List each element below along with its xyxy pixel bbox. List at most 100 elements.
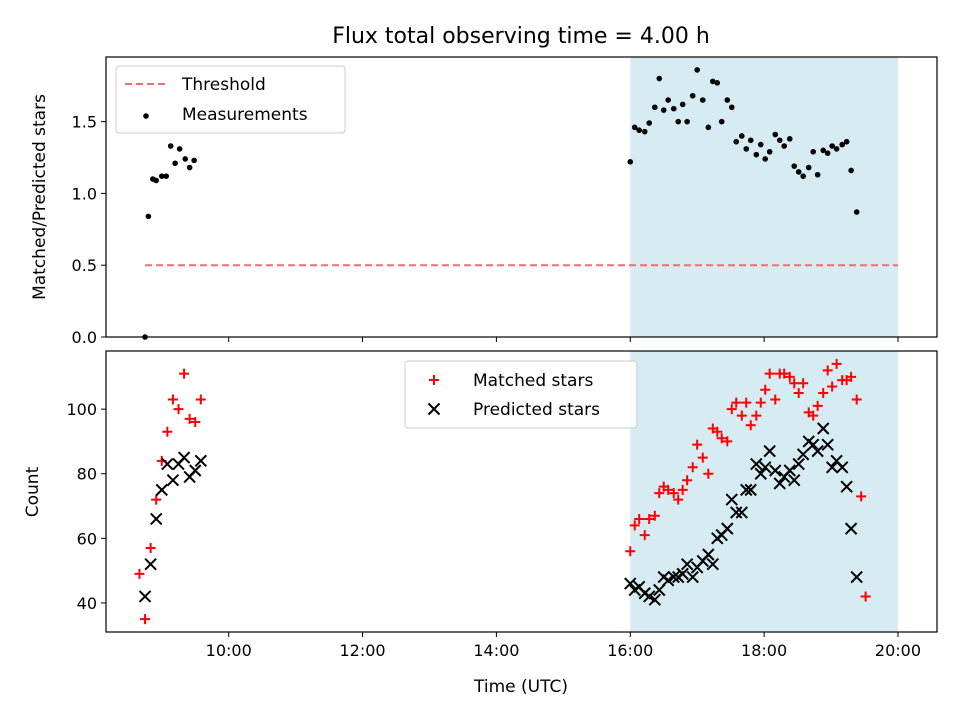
data-point [741,397,752,408]
data-point [680,557,694,571]
data-point [744,483,757,497]
x-tick-label: 14:00 [473,641,519,660]
series-0-markers [142,67,860,340]
data-point [814,171,821,178]
data-point [660,107,667,113]
series-0-markers [134,358,871,625]
y-tick-label: 80 [77,465,97,484]
data-point [825,461,839,474]
data-point [692,439,703,450]
data-point [661,574,675,587]
data-point [654,488,665,499]
y-tick-label: 1.5 [72,113,97,132]
data-point [629,520,640,531]
data-point [818,387,829,398]
data-point [682,475,693,486]
data-point [699,97,706,103]
y-tick-label: 100 [66,400,97,419]
data-point [153,177,159,184]
legend-predicted-label: Predicted stars [473,400,600,420]
data-point [763,444,776,458]
data-point [781,143,787,149]
data-point [791,163,798,169]
data-point [656,75,663,82]
data-point [795,169,802,175]
data-point [703,468,714,479]
data-point [673,494,684,505]
x-axis-label: Time (UTC) [473,677,568,697]
bottom-panel: 40 60 80 100 10:00 12:00 14:00 16:00 18:00 20:00 M… [66,350,938,660]
x-tick-label: 18:00 [741,641,787,660]
data-point [793,387,804,398]
data-point [860,591,871,602]
data-point [760,384,771,395]
legend-measurements-label: Measurements [182,105,308,125]
data-point [166,473,180,487]
data-point [177,451,191,464]
data-point [167,143,174,149]
data-point [783,464,796,477]
data-point [176,146,183,152]
data-point [184,413,195,424]
data-point [653,583,666,597]
data-point [820,147,827,154]
data-point [162,426,173,437]
data-point [724,97,731,103]
data-point [730,506,743,519]
data-point [155,483,168,497]
data-point [686,570,699,584]
data-point [839,141,845,148]
axes-frame [105,350,938,633]
data-point [636,127,642,134]
data-point [706,557,720,571]
data-point [634,513,645,524]
chart-title: Flux total observing time = 4.00 h [332,24,710,49]
data-point [138,590,152,603]
data-point [733,138,740,145]
data-point [679,101,686,108]
data-point [194,454,208,468]
data-point [800,173,806,179]
data-point [757,141,764,148]
data-point [144,557,157,571]
data-point [821,438,834,451]
y-tick-label: 60 [77,529,97,548]
data-point [697,452,708,463]
data-point [840,480,853,493]
top-y-axis-label: Matched/Predicted stars [30,94,50,300]
data-point [810,148,816,155]
data-point [764,368,775,379]
data-point [644,513,655,524]
data-point [843,138,850,145]
data-point [186,164,193,171]
data-point [709,78,716,85]
data-point [689,92,696,99]
data-point [772,131,779,138]
data-point [145,543,156,554]
data-point [716,433,727,444]
data-point [191,157,197,164]
data-point [850,570,863,584]
data-point [848,167,854,174]
data-point [726,404,737,415]
data-point [631,124,638,131]
legend-box [404,360,638,429]
data-point [784,371,795,382]
data-point [648,593,662,606]
legend-measurements-swatch [143,113,149,119]
data-point [140,614,151,625]
data-point [766,148,773,155]
legend-threshold-label: Threshold [181,75,266,95]
y-tick-label: 40 [77,594,97,613]
data-point [670,105,677,112]
data-point [646,120,653,126]
data-point [182,156,188,162]
data-point [812,400,823,411]
data-point [747,137,754,144]
data-point [639,530,650,541]
data-point [624,577,637,590]
data-point [687,462,698,473]
data-point [827,381,838,392]
data-point [788,473,801,487]
data-point [811,444,824,458]
